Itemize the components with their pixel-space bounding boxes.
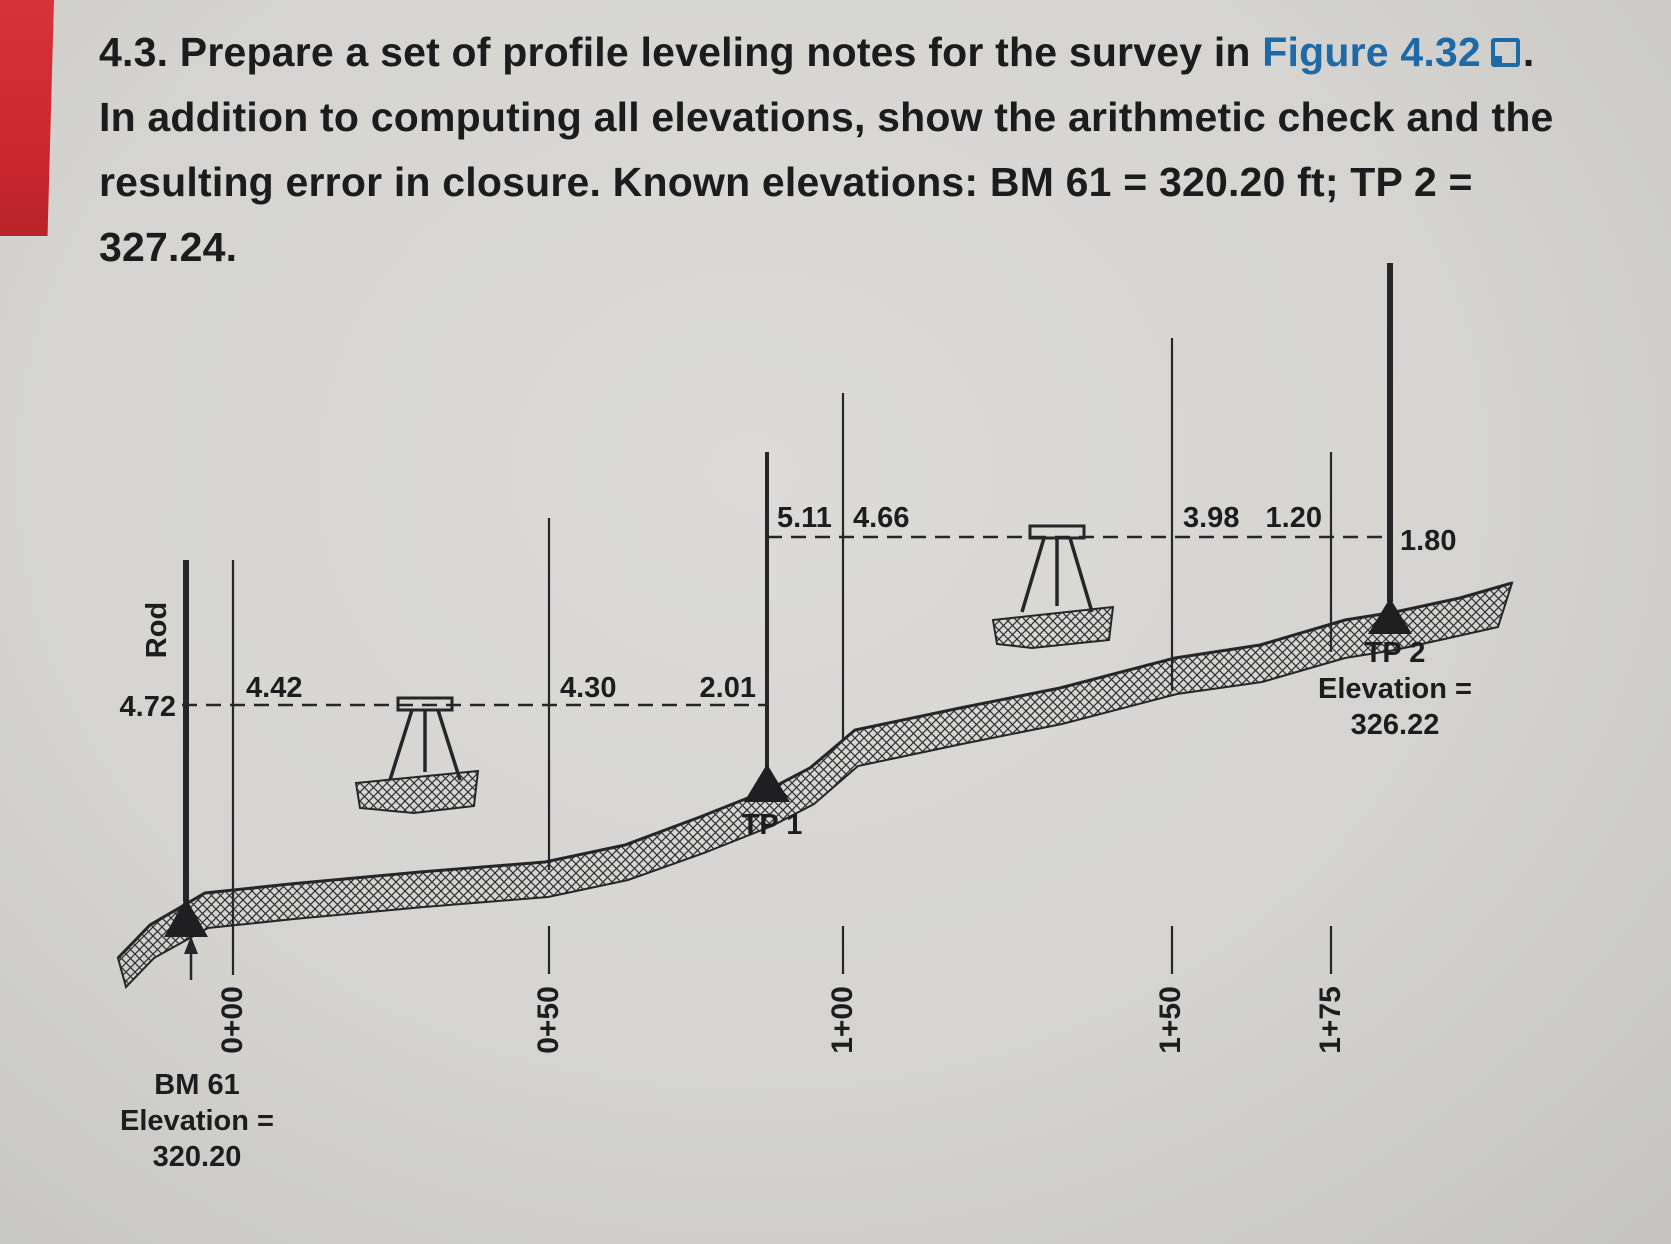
reading-fs-tp1: 2.01 bbox=[700, 672, 756, 704]
reading-station-1-50: 3.98 bbox=[1183, 502, 1239, 534]
level-tripod-1-icon bbox=[388, 696, 462, 781]
tp1-marker-triangle bbox=[744, 764, 790, 802]
problem-statement: 4.3. Prepare a set of profile leveling n… bbox=[99, 20, 1599, 280]
station-label-0-50: 0+50 bbox=[532, 986, 565, 1054]
bm61-pointer-arrow bbox=[184, 936, 198, 980]
reading-station-0-50: 4.30 bbox=[560, 672, 616, 704]
problem-line-1-suffix: . bbox=[1522, 29, 1535, 75]
tp2-label-block: TP 2 Elevation = 326.22 bbox=[1318, 637, 1472, 741]
bm61-name: BM 61 bbox=[154, 1069, 239, 1101]
problem-line-1: 4.3. Prepare a set of profile leveling n… bbox=[99, 20, 1599, 85]
level-tripod-2-icon bbox=[1020, 524, 1094, 613]
reading-station-1-00: 4.66 bbox=[853, 502, 909, 534]
reading-bs-tp1: 5.11 bbox=[777, 502, 832, 534]
rod-axis-label: Rod bbox=[141, 602, 173, 658]
reading-fs-tp2: 1.80 bbox=[1400, 525, 1456, 557]
problem-line-3: resulting error in closure. Known elevat… bbox=[99, 159, 1473, 205]
tp2-name: TP 2 bbox=[1365, 637, 1426, 669]
photo-edge-red bbox=[0, 0, 54, 236]
station-label-1-50: 1+50 bbox=[1154, 986, 1187, 1054]
reading-station-1-75: 1.20 bbox=[1266, 502, 1322, 534]
station-label-0-00: 0+00 bbox=[216, 986, 249, 1054]
station-label-1-75: 1+75 bbox=[1314, 986, 1347, 1054]
bm61-elevation-value: 320.20 bbox=[153, 1141, 242, 1173]
ground-band bbox=[116, 581, 1514, 989]
bm61-marker-triangle bbox=[164, 898, 208, 937]
ground-profile bbox=[116, 581, 1514, 989]
tp1-name: TP 1 bbox=[742, 809, 803, 841]
problem-line-4: 327.24. bbox=[99, 224, 238, 270]
bm61-elevation-label: Elevation = bbox=[120, 1105, 274, 1137]
figure-432-link[interactable]: Figure 4.32 bbox=[1262, 29, 1481, 75]
ground-surface-line bbox=[116, 581, 1513, 960]
station-label-1-00: 1+00 bbox=[826, 986, 859, 1054]
bm61-label-block: BM 61 Elevation = 320.20 bbox=[120, 1069, 274, 1173]
tp2-elevation-label: Elevation = bbox=[1318, 673, 1472, 705]
problem-line-1-prefix: 4.3. Prepare a set of profile leveling n… bbox=[99, 29, 1263, 75]
figure-popup-icon[interactable] bbox=[1490, 38, 1520, 67]
reading-station-0-00: 4.42 bbox=[246, 672, 302, 704]
tp2-marker-triangle bbox=[1368, 598, 1412, 634]
tp2-elevation-value: 326.22 bbox=[1351, 709, 1440, 741]
problem-line-2: In addition to computing all elevations,… bbox=[99, 94, 1554, 140]
instrument2-ground-patch bbox=[991, 605, 1115, 650]
reading-bs-bm61: 4.72 bbox=[120, 691, 176, 723]
